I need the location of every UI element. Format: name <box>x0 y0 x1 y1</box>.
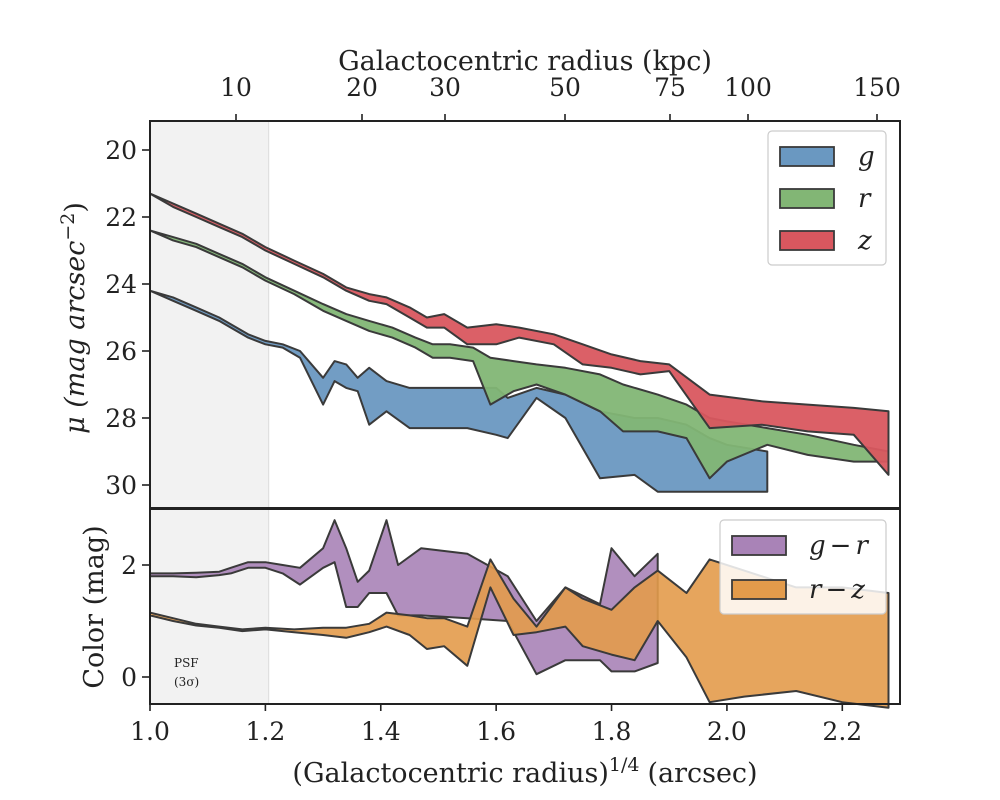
bottom-y-axis-ticks: 02 <box>121 551 150 692</box>
legend-swatch-g <box>779 146 835 167</box>
top-x-tick-label: 30 <box>429 73 461 102</box>
top-y-tick-label: 22 <box>105 203 137 232</box>
bottom-x-tick-label: 1.2 <box>246 717 286 746</box>
legend-label-z: z <box>857 226 872 256</box>
bottom-psf-shaded-region <box>150 510 269 704</box>
top-legend: grz <box>767 130 887 266</box>
legend-swatch-r <box>779 188 835 209</box>
legend-swatch-g-minus-r <box>731 535 787 556</box>
top-x-tick-label: 20 <box>346 73 378 102</box>
bottom-x-tick-label: 1.8 <box>592 717 632 746</box>
color-bands <box>149 519 890 709</box>
bottom-x-tick-label: 2.2 <box>822 717 862 746</box>
legend-label-g-minus-r: g − r <box>809 531 869 561</box>
band-g <box>149 289 769 493</box>
color-panel: 02 1.0 1.2 1.4 1.6 1.8 2.0 2.2 (Galactocentric… <box>79 508 901 789</box>
legend-swatch-z <box>779 230 835 251</box>
bottom-y-tick-label: 0 <box>121 663 137 692</box>
bottom-x-tick-label: 1.4 <box>361 717 401 746</box>
top-x-tick-label: 100 <box>724 73 772 102</box>
legend-swatch-r-minus-z <box>731 579 787 600</box>
top-x-tick-label: 50 <box>549 73 581 102</box>
top-x-tick-label: 150 <box>853 73 901 102</box>
band-g-minus-r <box>149 519 659 676</box>
top-y-tick-label: 24 <box>105 270 137 299</box>
band-z <box>149 192 890 476</box>
bottom-legend-items: g − r r − z <box>731 531 869 605</box>
legend-label-g: g <box>858 142 875 172</box>
bottom-legend: g − r r − z <box>719 519 887 615</box>
bottom-x-axis-ticks: 1.0 1.2 1.4 1.6 1.8 2.0 2.2 <box>130 704 862 746</box>
top-x-axis-label: Galactocentric radius (kpc) <box>338 46 712 77</box>
top-y-tick-label: 26 <box>105 337 137 366</box>
bottom-y-axis-label: Color (mag) <box>79 525 110 688</box>
legend-label-r: r <box>858 184 872 214</box>
bottom-plot-frame <box>149 508 901 705</box>
top-secondary-x-axis-ticks: 10 20 30 50 75 100 150 <box>220 73 901 121</box>
top-y-axis-ticks: 20 22 24 26 28 30 <box>105 136 150 500</box>
top-x-tick-label: 10 <box>220 73 252 102</box>
band-r-minus-z <box>149 558 890 709</box>
top-legend-items: grz <box>779 142 875 256</box>
top-y-tick-label: 20 <box>105 136 137 165</box>
psf-annotation-line1: PSF <box>174 656 199 670</box>
bottom-x-tick-label: 1.0 <box>130 717 170 746</box>
top-y-tick-label: 30 <box>105 471 137 500</box>
top-y-tick-label: 28 <box>105 404 137 433</box>
psf-annotation-line2: (3σ) <box>174 675 199 689</box>
top-y-axis-label: μ (mag arcsec−2) <box>57 202 91 434</box>
bottom-x-axis-label: (Galactocentric radius)1/4 (arcsec) <box>292 754 757 789</box>
bottom-x-tick-label: 1.6 <box>476 717 516 746</box>
surface-brightness-bands <box>149 192 890 493</box>
bottom-x-tick-label: 2.0 <box>707 717 747 746</box>
top-x-tick-label: 75 <box>654 73 686 102</box>
surface-brightness-panel: 20 22 24 26 28 30 10 20 30 50 75 100 150 Galactocen… <box>57 46 901 509</box>
bottom-y-tick-label: 2 <box>121 551 137 580</box>
legend-label-r-minus-z: r − z <box>809 575 865 605</box>
